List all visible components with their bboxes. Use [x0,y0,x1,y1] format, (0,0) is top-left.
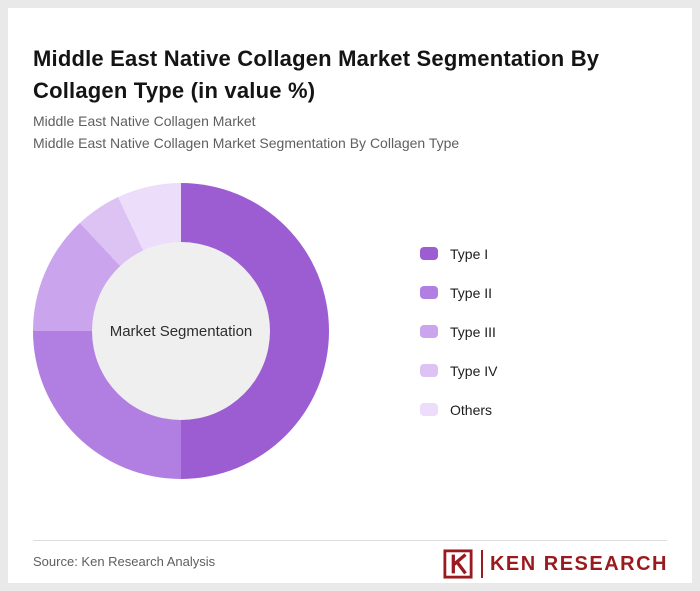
source-text: Source: Ken Research Analysis [33,554,216,569]
legend-item-others[interactable]: Others [420,401,497,418]
legend-item-type-i[interactable]: Type I [420,245,497,262]
legend-item-type-ii[interactable]: Type II [420,284,497,301]
legend-item-type-iv[interactable]: Type IV [420,362,498,379]
legend-label-type-i: Type I [450,245,489,262]
legend-label-type-iv: Type IV [450,362,498,379]
legend-swatch-type-iii [420,325,438,338]
page-title: Middle East Native Collagen Market Segme… [33,45,600,103]
legend-swatch-type-ii [420,286,438,299]
donut-chart[interactable]: Market Segmentation [33,183,329,479]
donut-center: Market Segmentation [92,242,270,420]
donut-center-label: Market Segmentation [109,322,253,340]
legend-swatch-others [420,403,438,416]
ken-research-logo: KEN RESEARCH [443,548,668,580]
chart-subtitle-market: Middle East Native Collagen Market [33,113,256,129]
ken-research-k-icon [443,549,473,579]
legend-label-type-iii: Type III [450,323,496,340]
chart-subtitles: Middle East Native Collagen Market Middl… [33,110,459,154]
chart-legend: Type I Type II Type III Type IV Others [420,245,498,418]
legend-label-type-ii: Type II [450,284,493,301]
legend-swatch-type-iv [420,364,438,377]
legend-item-type-iii[interactable]: Type III [420,323,497,340]
ken-research-wordmark: KEN RESEARCH [489,552,668,575]
legend-swatch-type-i [420,247,438,260]
logo-divider [480,550,483,578]
legend-label-others: Others [450,401,493,418]
footer-divider [33,540,667,541]
chart-subtitle-segmentation: Middle East Native Collagen Market Segme… [33,135,460,151]
